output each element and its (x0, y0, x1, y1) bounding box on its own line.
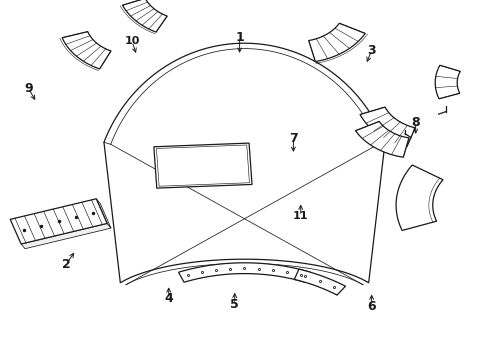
Text: 5: 5 (230, 298, 239, 311)
Polygon shape (122, 0, 167, 32)
Polygon shape (96, 199, 111, 228)
Polygon shape (178, 263, 310, 282)
Polygon shape (395, 165, 442, 230)
Polygon shape (104, 43, 384, 283)
Polygon shape (294, 269, 345, 295)
Polygon shape (10, 199, 107, 244)
Polygon shape (62, 32, 111, 69)
Text: 2: 2 (61, 258, 70, 271)
Text: 7: 7 (288, 132, 297, 145)
Text: 1: 1 (235, 31, 244, 44)
Polygon shape (355, 121, 408, 157)
Text: 10: 10 (124, 36, 140, 46)
Polygon shape (156, 145, 249, 186)
Polygon shape (154, 143, 251, 188)
Polygon shape (308, 23, 365, 62)
Text: 8: 8 (410, 116, 419, 129)
Text: 4: 4 (164, 292, 173, 305)
Text: 3: 3 (366, 44, 375, 57)
Text: 11: 11 (292, 211, 308, 221)
Polygon shape (434, 65, 459, 99)
Text: 9: 9 (24, 82, 33, 95)
Polygon shape (359, 107, 414, 147)
Text: 6: 6 (366, 300, 375, 312)
Polygon shape (21, 224, 111, 249)
